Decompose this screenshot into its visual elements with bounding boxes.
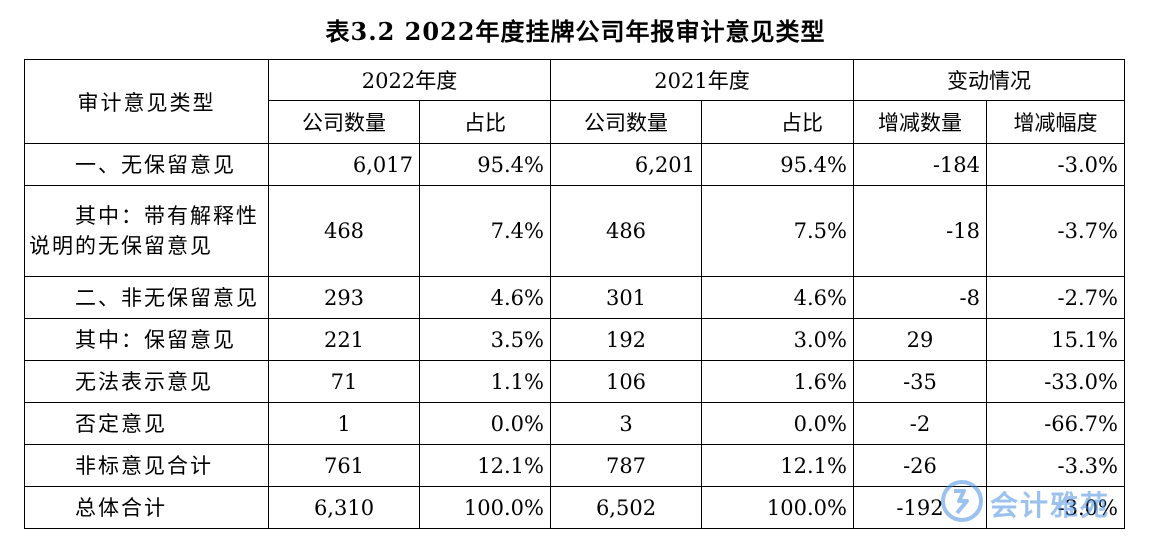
cell-2022-count: 468 <box>268 185 420 277</box>
row-label: 否定意见 <box>24 402 269 445</box>
cell-change-count: -8 <box>853 276 987 319</box>
cell-change-rate: 15.1% <box>986 318 1125 361</box>
table-row: 总体合计 6,310 100.0% 6,502 100.0% -192 -3.0… <box>24 486 1125 529</box>
cell-change-count: -2 <box>853 402 987 445</box>
header-2022: 2022年度 <box>268 59 551 101</box>
header-change-rate: 增减幅度 <box>986 100 1125 144</box>
cell-change-rate: -33.0% <box>986 360 1125 403</box>
cell-2022-count: 293 <box>268 276 420 319</box>
cell-change-rate: -3.0% <box>986 143 1125 186</box>
cell-2022-ratio: 100.0% <box>419 486 551 529</box>
cell-change-rate: -3.7% <box>986 185 1125 277</box>
table-row: 非标意见合计 761 12.1% 787 12.1% -26 -3.3% <box>24 444 1125 487</box>
cell-2022-count: 1 <box>268 402 420 445</box>
cell-change-rate: -3.0% <box>986 486 1125 529</box>
row-label: 二、非无保留意见 <box>24 276 269 319</box>
row-label: 一、无保留意见 <box>24 143 269 186</box>
cell-2021-ratio: 4.6% <box>701 276 854 319</box>
cell-2021-ratio: 3.0% <box>701 318 854 361</box>
cell-2021-count: 6,502 <box>550 486 702 529</box>
cell-2021-ratio: 95.4% <box>701 143 854 186</box>
cell-2021-count: 486 <box>550 185 702 277</box>
table-title: 表3.2 2022年度挂牌公司年报审计意见类型 <box>325 17 826 46</box>
cell-change-count: 29 <box>853 318 987 361</box>
cell-2022-ratio: 0.0% <box>419 402 551 445</box>
header-change: 变动情况 <box>853 59 1125 101</box>
cell-2021-count: 6,201 <box>550 143 702 186</box>
table-row: 其中：带有解释性 说明的无保留意见 468 7.4% 486 7.5% -18 … <box>24 185 1125 277</box>
table-row: 一、无保留意见 6,017 95.4% 6,201 95.4% -184 -3.… <box>24 143 1125 186</box>
cell-2021-count: 787 <box>550 444 702 487</box>
watermark-logo: 会计雅苑 <box>938 478 1148 524</box>
cell-2022-ratio: 12.1% <box>419 444 551 487</box>
row-label: 总体合计 <box>24 486 269 529</box>
table-row: 否定意见 1 0.0% 3 0.0% -2 -66.7% <box>24 402 1125 445</box>
cell-2021-ratio: 1.6% <box>701 360 854 403</box>
cell-2022-ratio: 95.4% <box>419 143 551 186</box>
header-row-1: 审计意见类型 2022年度 2021年度 变动情况 <box>24 59 1125 144</box>
header-2021: 2021年度 <box>550 59 854 101</box>
row-label: 其中：带有解释性 说明的无保留意见 <box>24 185 269 277</box>
header-2022-count: 公司数量 <box>268 100 420 144</box>
header-2022-ratio: 占比 <box>419 100 551 144</box>
cell-2022-ratio: 1.1% <box>419 360 551 403</box>
cell-2022-count: 221 <box>268 318 420 361</box>
cell-2022-ratio: 7.4% <box>419 185 551 277</box>
header-change-count: 增减数量 <box>853 100 987 144</box>
cell-2021-ratio: 100.0% <box>701 486 854 529</box>
header-opinion-type: 审计意见类型 <box>24 59 269 144</box>
row-label: 非标意见合计 <box>24 444 269 487</box>
cell-2021-count: 3 <box>550 402 702 445</box>
cell-2021-ratio: 12.1% <box>701 444 854 487</box>
cell-change-count: -18 <box>853 185 987 277</box>
header-2021-count: 公司数量 <box>550 100 702 144</box>
cell-2022-count: 761 <box>268 444 420 487</box>
cell-2021-count: 106 <box>550 360 702 403</box>
table-row: 无法表示意见 71 1.1% 106 1.6% -35 -33.0% <box>24 360 1125 403</box>
row-label-line1: 其中：带有解释性 <box>75 204 259 228</box>
table-row: 二、非无保留意见 293 4.6% 301 4.6% -8 -2.7% <box>24 276 1125 319</box>
row-label-line2: 说明的无保留意见 <box>29 234 213 258</box>
table-row: 其中：保留意见 221 3.5% 192 3.0% 29 15.1% <box>24 318 1125 361</box>
row-label: 无法表示意见 <box>24 360 269 403</box>
cell-change-rate: -2.7% <box>986 276 1125 319</box>
cell-change-count: -35 <box>853 360 987 403</box>
cell-2021-ratio: 0.0% <box>701 402 854 445</box>
cell-2022-ratio: 4.6% <box>419 276 551 319</box>
cell-2021-count: 192 <box>550 318 702 361</box>
row-label: 其中：保留意见 <box>24 318 269 361</box>
cell-2022-count: 71 <box>268 360 420 403</box>
cell-change-rate: -66.7% <box>986 402 1125 445</box>
cell-2022-ratio: 3.5% <box>419 318 551 361</box>
cell-2022-count: 6,017 <box>268 143 420 186</box>
cell-2021-count: 301 <box>550 276 702 319</box>
cell-2021-ratio: 7.5% <box>701 185 854 277</box>
header-2021-ratio: 占比 <box>701 100 854 144</box>
watermark-text: 会计雅苑 <box>990 489 1111 522</box>
cell-2022-count: 6,310 <box>268 486 420 529</box>
cell-change-count: -184 <box>853 143 987 186</box>
cell-change-count: -26 <box>853 444 987 487</box>
audit-opinion-table: 审计意见类型 2022年度 2021年度 变动情况 公司数量 占比 公司数量 占… <box>24 59 1125 529</box>
watermark-icon <box>941 480 983 522</box>
